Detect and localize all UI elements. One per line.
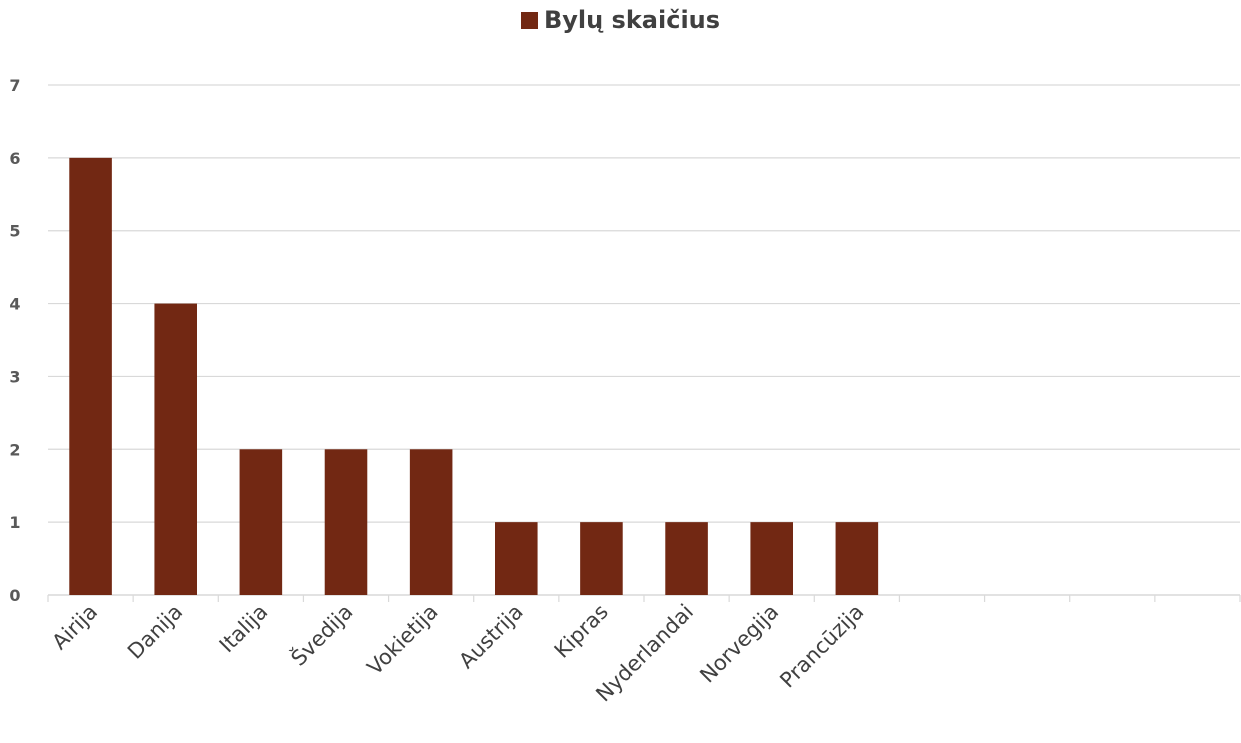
legend-label: Bylų skaičius: [543, 6, 721, 34]
bar: [750, 522, 793, 595]
bar: [409, 449, 453, 595]
x-tick-label: Airija: [47, 600, 102, 655]
y-tick-label: 3: [9, 367, 20, 386]
bar: [239, 449, 283, 595]
y-tick-label: 7: [9, 76, 20, 95]
y-tick-label: 0: [9, 586, 20, 605]
y-tick-label: 5: [9, 222, 20, 241]
bar: [495, 522, 538, 595]
y-tick-label: 4: [9, 295, 20, 314]
x-tick-label: Italija: [215, 600, 273, 658]
bar: [69, 157, 112, 595]
x-tick-label: Švedija: [286, 599, 358, 671]
bar: [580, 522, 623, 595]
bar: [154, 303, 197, 595]
x-tick-label: Kipras: [550, 600, 613, 663]
y-tick-label: 1: [9, 513, 20, 532]
legend-swatch: [520, 12, 538, 29]
legend: Bylų skaičius: [0, 6, 1241, 34]
x-tick-label: Austrija: [454, 600, 528, 674]
x-tick-label: Danija: [123, 600, 187, 664]
bar: [665, 522, 708, 595]
x-tick-label: Prancūzija: [775, 600, 868, 693]
x-tick-label: Norvegija: [695, 600, 783, 688]
y-tick-label: 6: [9, 149, 20, 168]
y-tick-label: 2: [9, 440, 20, 459]
x-tick-label: Vokietija: [363, 600, 443, 680]
bar: [835, 522, 879, 595]
bar: [324, 449, 368, 595]
